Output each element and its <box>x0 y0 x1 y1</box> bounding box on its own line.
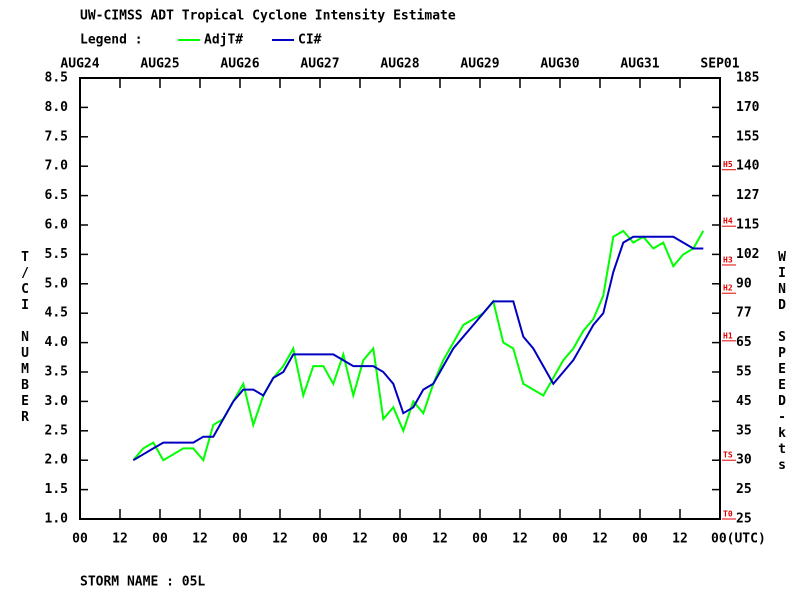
intensity-mark-label: H4 <box>723 217 733 226</box>
y-tick-label: 3.0 <box>45 394 69 409</box>
y-tick-label: 6.5 <box>45 188 68 203</box>
y2-axis-label: WIND SPEED-kts <box>775 250 790 474</box>
y-axis-label: T/CI NUMBER <box>18 250 33 426</box>
y-tick-label: 5.0 <box>45 276 69 291</box>
intensity-mark-label: T0 <box>723 510 733 519</box>
intensity-mark-label: H3 <box>723 255 733 264</box>
y2-tick-label: 25 <box>736 512 752 527</box>
legend-entry: AdjT# <box>204 33 243 48</box>
y-tick-label: 1.0 <box>45 512 69 527</box>
date-label: SEP01 <box>700 57 739 72</box>
y2-tick-label: 170 <box>736 100 760 115</box>
x-tick-label: 12 <box>192 532 208 547</box>
y-tick-label: 1.5 <box>45 482 68 497</box>
x-tick-label: 00 <box>152 532 168 547</box>
y-tick-label: 7.0 <box>45 159 69 174</box>
x-tick-label: 00 <box>232 532 248 547</box>
y2-tick-label: 30 <box>736 453 752 468</box>
y2-tick-label: 127 <box>736 188 759 203</box>
x-tick-label: 00 <box>632 532 648 547</box>
y2-tick-label: 65 <box>736 335 752 350</box>
x-tick-label: 12 <box>112 532 128 547</box>
x-tick-label: 00 <box>472 532 488 547</box>
y-tick-label: 5.5 <box>45 247 68 262</box>
date-label: AUG26 <box>220 57 259 72</box>
y-tick-label: 4.0 <box>45 335 69 350</box>
date-label: AUG31 <box>620 57 659 72</box>
x-tick-label: 00 <box>312 532 328 547</box>
date-label: AUG27 <box>300 57 339 72</box>
y2-tick-label: 140 <box>736 159 760 174</box>
date-label: AUG30 <box>540 57 579 72</box>
y-tick-label: 6.0 <box>45 218 69 233</box>
x-tick-label: 00 <box>552 532 568 547</box>
y2-tick-label: 55 <box>736 365 752 380</box>
intensity-mark-label: TS <box>723 451 733 460</box>
y2-tick-label: 45 <box>736 394 752 409</box>
y-tick-label: 2.0 <box>45 453 69 468</box>
x-tick-label: 12 <box>512 532 528 547</box>
x-tick-label: 12 <box>272 532 288 547</box>
y-tick-label: 3.5 <box>45 365 68 380</box>
x-tick-label: 12 <box>432 532 448 547</box>
series-line <box>132 235 704 462</box>
y-tick-label: 7.5 <box>45 129 68 144</box>
x-tick-label: 12 <box>672 532 688 547</box>
y2-tick-label: 155 <box>736 129 759 144</box>
y2-tick-label: 102 <box>736 247 759 262</box>
x-tick-label: 12 <box>592 532 608 547</box>
y2-tick-label: 185 <box>736 71 759 86</box>
chart-title: UW-CIMSS ADT Tropical Cyclone Intensity … <box>80 9 456 24</box>
y-tick-label: 2.5 <box>45 423 68 438</box>
date-label: AUG24 <box>60 57 99 72</box>
y-tick-label: 8.5 <box>45 71 68 86</box>
y2-tick-label: 90 <box>736 276 752 291</box>
date-label: AUG29 <box>460 57 499 72</box>
y2-tick-label: 77 <box>736 306 752 321</box>
legend-label: Legend : <box>80 33 143 48</box>
intensity-mark-label: H5 <box>723 160 733 169</box>
x-tick-label: 00 <box>72 532 88 547</box>
x-tick-label: 00(UTC) <box>711 532 766 547</box>
footer: STORM NAME : 05L <box>80 575 205 590</box>
y2-tick-label: 25 <box>736 482 752 497</box>
x-tick-label: 00 <box>392 532 408 547</box>
legend-entry: CI# <box>298 33 322 48</box>
y2-tick-label: 35 <box>736 423 752 438</box>
x-tick-label: 12 <box>352 532 368 547</box>
y-tick-label: 4.5 <box>45 306 68 321</box>
intensity-mark-label: H2 <box>723 284 733 293</box>
y2-tick-label: 115 <box>736 218 759 233</box>
date-label: AUG25 <box>140 57 179 72</box>
y-tick-label: 8.0 <box>45 100 69 115</box>
intensity-mark-label: H1 <box>723 331 733 340</box>
date-label: AUG28 <box>380 57 419 72</box>
